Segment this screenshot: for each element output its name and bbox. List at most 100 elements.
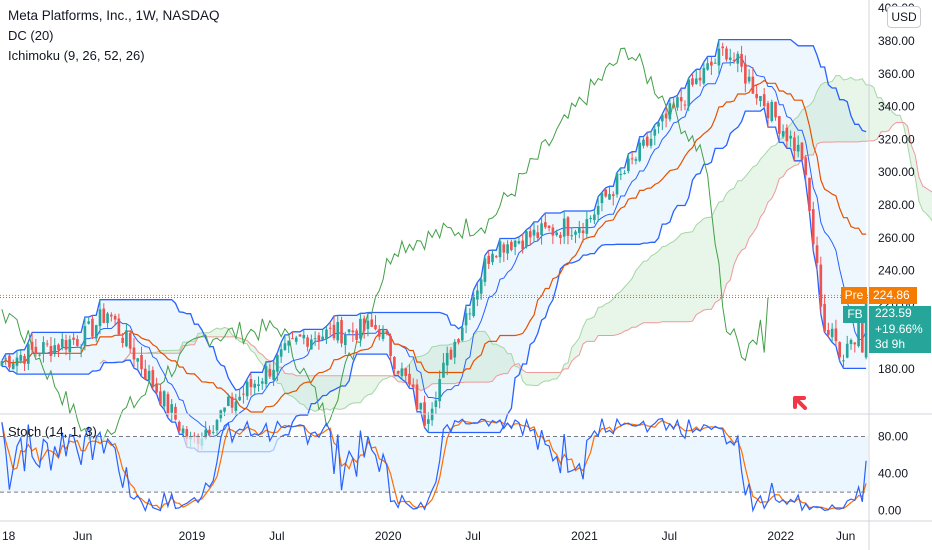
candle-body — [630, 158, 634, 160]
candle-body — [359, 318, 362, 339]
symbol-tag: FB — [843, 306, 867, 323]
candle-body — [19, 355, 23, 361]
time-tick-label: Jul — [465, 529, 480, 543]
candle-body — [506, 244, 509, 254]
candle-body — [661, 114, 664, 122]
candle-body — [434, 400, 438, 408]
candle-body — [404, 368, 408, 377]
candle-body — [4, 358, 7, 360]
candle-body — [777, 116, 781, 134]
candle-body — [260, 381, 264, 384]
candle-body — [128, 332, 132, 349]
candle-body — [204, 429, 207, 439]
candle-body — [242, 393, 245, 395]
candle-body — [332, 324, 336, 339]
candle-body — [861, 321, 864, 353]
candle-body — [215, 419, 219, 431]
candle-body — [725, 48, 728, 60]
stoch-tick-label: 0.00 — [878, 504, 902, 518]
candle-body — [532, 229, 536, 236]
candle-body — [245, 381, 249, 397]
candle-body — [72, 337, 75, 340]
span-a-line — [99, 75, 932, 413]
candle-body — [177, 421, 181, 431]
candle-body — [698, 77, 702, 81]
candle-body — [208, 429, 211, 435]
premarket-label: Pre — [841, 287, 867, 304]
candle-body — [98, 309, 102, 327]
stoch-legend[interactable]: Stoch (14, 1, 3) — [8, 424, 97, 439]
candle-body — [657, 122, 660, 127]
candle-body — [355, 330, 358, 340]
candle-body — [781, 131, 785, 137]
candle-body — [336, 322, 340, 341]
candle-body — [400, 368, 404, 377]
candle-body — [464, 313, 468, 326]
candle-body — [581, 230, 585, 234]
candle-body — [362, 318, 366, 331]
candle-body — [11, 363, 15, 370]
candle-body — [528, 231, 532, 238]
stoch-d-line — [1, 419, 867, 511]
candle-body — [445, 352, 449, 366]
candle-body — [762, 94, 766, 107]
candle-body — [766, 103, 770, 119]
candle-body — [155, 383, 158, 393]
candle-body — [313, 338, 317, 340]
candle-body — [0, 361, 4, 366]
price-tick-label: 320.00 — [878, 132, 915, 146]
candle-body — [132, 347, 136, 360]
candle-body — [287, 340, 291, 346]
candle-body — [26, 344, 30, 364]
ichimoku-legend[interactable]: Ichimoku (9, 26, 52, 26) — [8, 48, 145, 63]
candle-body — [702, 68, 706, 84]
candle-body — [227, 396, 230, 406]
candle-body — [460, 327, 464, 341]
candle-body — [121, 337, 124, 344]
candle-body — [687, 79, 691, 107]
candle-body — [800, 142, 804, 161]
time-tick-label: 18 — [2, 529, 16, 543]
candle-body — [411, 384, 415, 388]
candle-body — [272, 369, 275, 380]
candle-body — [645, 136, 649, 146]
candle-body — [838, 342, 842, 358]
candle-body — [87, 321, 91, 324]
candle-body — [140, 354, 143, 370]
candle-body — [351, 330, 355, 333]
candle-body — [83, 326, 87, 346]
dc-legend[interactable]: DC (20) — [8, 28, 54, 43]
currency-button[interactable]: USD — [887, 6, 921, 28]
candle-body — [570, 235, 574, 237]
candle-body — [159, 391, 162, 405]
candle-body — [842, 360, 845, 362]
candle-body — [615, 173, 619, 195]
price-tick-label: 360.00 — [878, 67, 915, 81]
candle-body — [627, 158, 630, 172]
candle-body — [864, 297, 868, 358]
candle-body — [310, 339, 313, 350]
candle-body — [721, 46, 725, 49]
candle-body — [325, 329, 328, 340]
candle-body — [381, 328, 385, 339]
candle-body — [577, 227, 581, 233]
price-tick-label: 280.00 — [878, 198, 915, 212]
candle-body — [343, 334, 347, 346]
candle-body — [732, 59, 736, 61]
candle-body — [166, 394, 170, 414]
candle-body — [510, 241, 513, 251]
candle-body — [857, 319, 860, 347]
candle-body — [283, 343, 287, 350]
candle-body — [468, 313, 472, 315]
candle-body — [193, 435, 196, 437]
candle-body — [834, 328, 838, 342]
candle-body — [574, 231, 577, 235]
candle-body — [60, 338, 64, 348]
candle-body — [517, 241, 521, 244]
candle-body — [479, 279, 483, 294]
candle-body — [521, 240, 525, 250]
candle-body — [49, 346, 53, 356]
candle-body — [536, 232, 540, 238]
span-b-line — [99, 122, 932, 392]
